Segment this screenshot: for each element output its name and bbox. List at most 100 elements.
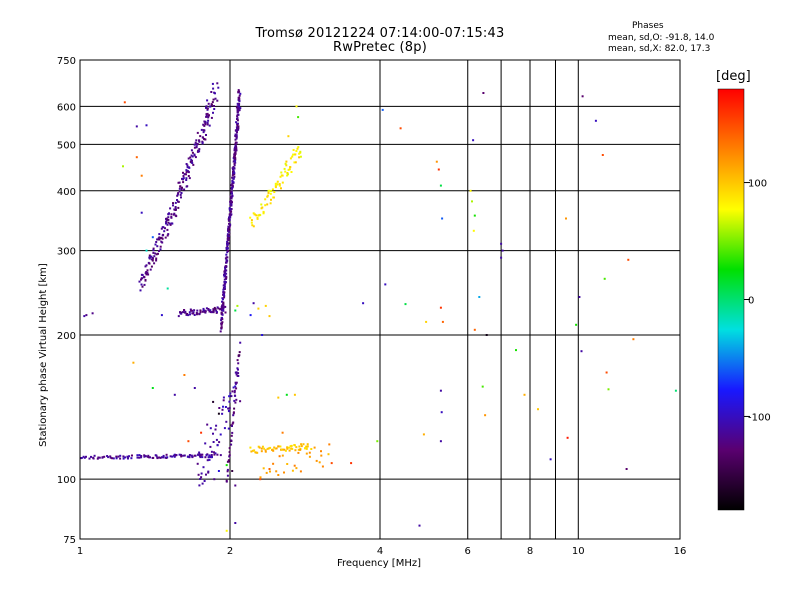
trace-point	[172, 202, 174, 205]
trace-point	[218, 407, 221, 409]
trace-point	[299, 155, 302, 158]
trace-point	[270, 198, 272, 201]
trace-point	[140, 278, 142, 281]
trace-point	[272, 196, 275, 199]
data-point	[295, 105, 298, 108]
trace-point	[199, 454, 202, 457]
trace-point	[222, 304, 225, 307]
trace-point	[117, 455, 120, 458]
trace-point	[182, 171, 184, 174]
trace-point	[171, 455, 174, 458]
trace-point	[236, 102, 239, 105]
trace-point	[232, 157, 235, 160]
trace-point	[228, 233, 231, 236]
trace-point	[148, 256, 151, 259]
trace-point	[264, 204, 267, 207]
x-tick-label: 1	[77, 546, 83, 557]
trace-point	[291, 155, 294, 158]
trace-point	[234, 381, 237, 384]
trace-point	[294, 153, 297, 156]
trace-point	[269, 202, 272, 205]
trace-point	[218, 441, 221, 444]
trace-point	[225, 253, 228, 256]
trace-point	[223, 427, 226, 430]
trace-point	[201, 456, 204, 459]
trace-point	[286, 174, 289, 177]
trace-point	[221, 412, 224, 415]
data-point	[200, 431, 203, 434]
trace-point	[297, 451, 300, 454]
trace-point	[158, 236, 161, 239]
trace-point	[186, 455, 189, 458]
trace-point	[200, 472, 203, 475]
trace-point	[266, 447, 269, 450]
data-point	[549, 458, 552, 461]
trace-point	[143, 455, 146, 458]
trace-point	[305, 452, 308, 455]
data-point	[231, 470, 234, 472]
trace-point	[200, 476, 203, 479]
trace-point	[119, 454, 122, 457]
trace-point	[209, 309, 212, 312]
data-point	[485, 334, 488, 336]
trace-point	[236, 114, 239, 117]
trace-point	[308, 455, 311, 458]
trace-point	[182, 454, 185, 457]
trace-point	[295, 467, 298, 470]
trace-point	[250, 221, 253, 224]
data-point	[140, 211, 143, 214]
trace-point	[212, 441, 215, 443]
trace-point	[269, 192, 272, 195]
trace-point	[147, 273, 150, 276]
data-point	[471, 200, 473, 203]
trace-point	[187, 157, 190, 160]
trace-point	[272, 449, 275, 452]
data-point	[384, 283, 387, 286]
trace-point	[228, 225, 231, 228]
plot-frame	[79, 59, 681, 540]
trace-point	[212, 98, 215, 101]
trace-point	[234, 141, 237, 144]
trace-point	[145, 273, 148, 276]
trace-point	[212, 111, 214, 114]
trace-point	[198, 484, 201, 487]
trace-point	[154, 252, 157, 255]
data-point	[439, 306, 442, 309]
trace-point	[276, 180, 279, 183]
data-point	[277, 474, 280, 476]
trace-point	[236, 115, 239, 118]
trace-point	[298, 152, 301, 155]
trace-point	[286, 463, 289, 465]
trace-point	[215, 309, 218, 312]
data-point	[435, 160, 438, 163]
trace-point	[201, 482, 204, 485]
trace-point	[201, 142, 204, 145]
trace-point	[222, 307, 225, 310]
x-tick-label: 2	[227, 546, 233, 557]
trace-point	[234, 161, 237, 164]
trace-point	[181, 186, 183, 189]
trace-point	[238, 104, 240, 107]
trace-point	[152, 456, 155, 459]
trace-point	[210, 91, 213, 93]
y-tick-label: 100	[57, 475, 76, 486]
trace-point	[231, 192, 233, 195]
trace-point	[232, 421, 235, 424]
trace-point	[234, 382, 237, 385]
data-point	[268, 315, 271, 318]
trace-point	[195, 139, 198, 142]
data-point	[404, 303, 407, 306]
data-point	[594, 119, 597, 122]
trace-point	[205, 105, 208, 108]
trace-point	[238, 94, 241, 97]
trace-point	[223, 272, 226, 275]
trace-point	[230, 395, 233, 398]
trace-point	[289, 166, 292, 169]
trace-point	[268, 189, 271, 192]
y-tick-label: 300	[57, 247, 76, 258]
data-point	[264, 304, 267, 307]
trace-point	[202, 129, 205, 132]
trace-point	[196, 462, 199, 465]
trace-point	[221, 309, 224, 312]
trace-point	[233, 152, 236, 155]
